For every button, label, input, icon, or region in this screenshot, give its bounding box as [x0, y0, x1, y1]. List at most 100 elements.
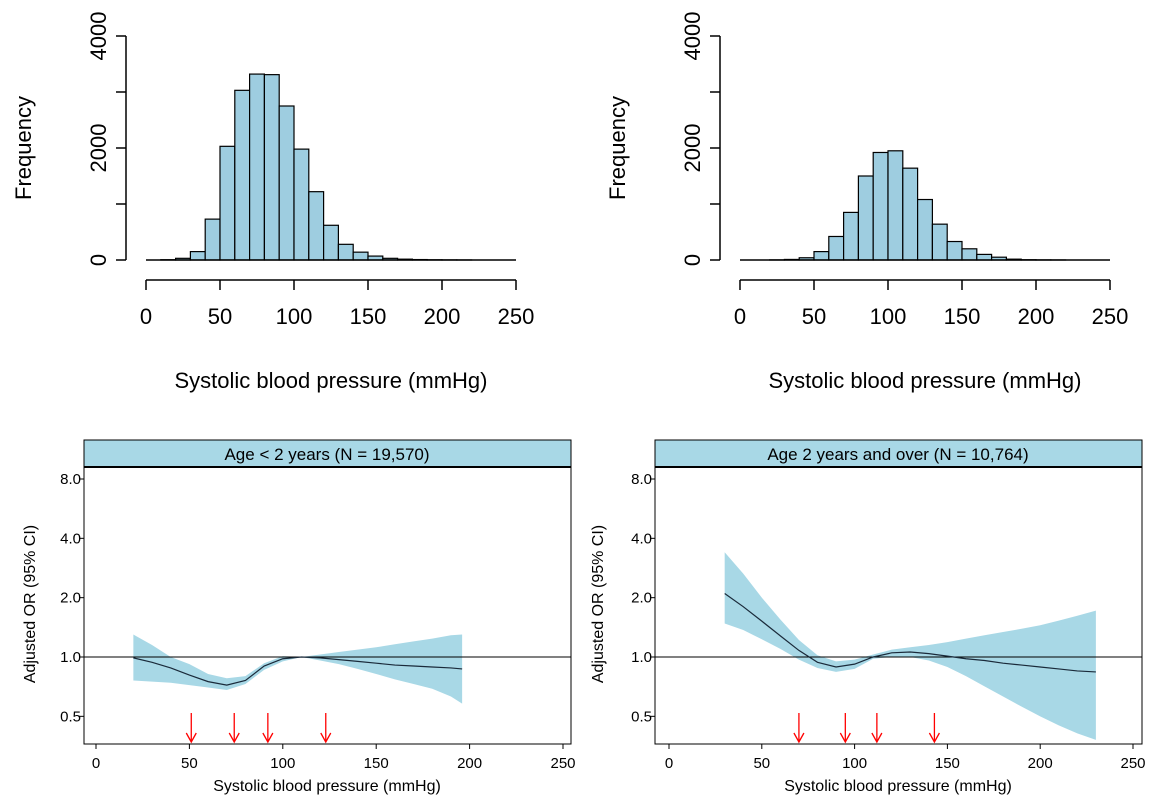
or-plot-2-ci-band — [724, 552, 1096, 740]
histogram-bar — [263, 74, 280, 261]
histogram-bar — [931, 223, 948, 261]
y-tick-label: 8.0 — [60, 471, 81, 488]
x-tick-label: 50 — [181, 755, 198, 772]
cutoff-arrow — [262, 713, 274, 744]
or-plot-1: Age < 2 years (N = 19,570) 0.5 1.0 2.0 4.0 8… — [22, 439, 576, 795]
x-tick-label: 250 — [1092, 304, 1129, 329]
cutoff-arrow — [228, 713, 240, 744]
x-tick-label: 150 — [944, 304, 981, 329]
histogram-2-y-label: Frequency — [605, 96, 630, 200]
x-tick-label: 200 — [424, 304, 461, 329]
y-tick-label: 0.5 — [631, 708, 652, 725]
or-plot-1-x-label: Systolic blood pressure (mmHg) — [213, 778, 441, 795]
x-tick-label: 100 — [870, 304, 907, 329]
x-tick-label: 100 — [270, 755, 295, 772]
histogram-2-x-label: Systolic blood pressure (mmHg) — [769, 368, 1082, 393]
histogram-bar — [323, 224, 340, 261]
histogram-1-x-label: Systolic blood pressure (mmHg) — [175, 368, 488, 393]
x-tick-label: 0 — [92, 755, 100, 772]
histogram-bar — [249, 73, 266, 261]
histogram-bar — [189, 251, 206, 261]
cutoff-arrow — [871, 713, 883, 744]
histogram-bar — [946, 240, 963, 261]
y-tick-label: 4000 — [86, 12, 111, 61]
histogram-bar — [219, 145, 236, 261]
cutoff-arrow — [793, 713, 805, 744]
histogram-1-y-ticks: 0 2000 4000 — [86, 12, 126, 266]
histogram-bar — [234, 89, 251, 261]
y-tick-label: 8.0 — [631, 471, 652, 488]
x-tick-label: 200 — [1018, 304, 1055, 329]
or-plot-1-title: Age < 2 years (N = 19,570) — [224, 445, 429, 464]
x-tick-label: 50 — [753, 755, 770, 772]
x-tick-label: 50 — [208, 304, 232, 329]
x-tick-label: 150 — [350, 304, 387, 329]
histogram-bar — [308, 191, 325, 261]
histogram-2-bars — [768, 150, 1067, 261]
x-tick-label: 250 — [550, 755, 575, 772]
y-tick-label: 4000 — [680, 12, 705, 61]
or-plot-2-x-ticks: 0 50 100 150 200 250 — [665, 744, 1146, 772]
x-tick-label: 50 — [802, 304, 826, 329]
histogram-1-y-label: Frequency — [11, 96, 36, 200]
x-tick-label: 150 — [364, 755, 389, 772]
cutoff-arrow — [839, 713, 851, 744]
x-tick-label: 250 — [1120, 755, 1145, 772]
or-plot-1-strip — [83, 439, 572, 468]
y-tick-label: 2.0 — [60, 590, 81, 607]
histogram-bar — [976, 253, 993, 261]
histogram-bar — [916, 198, 933, 261]
y-tick-label: 4.0 — [60, 530, 81, 547]
or-plot-2-frame — [654, 466, 1143, 745]
or-plot-1-ci-band — [133, 634, 463, 704]
y-tick-label: 0 — [86, 254, 111, 266]
histogram-bar — [902, 167, 919, 261]
x-tick-label: 150 — [935, 755, 960, 772]
or-estimate-series — [724, 593, 1096, 673]
histogram-1-bars — [160, 73, 473, 261]
or-plot-1-arrows — [185, 713, 332, 744]
histogram-1-x-ticks: 0 50 100 150 200 250 — [140, 280, 534, 329]
histogram-bar — [293, 148, 310, 261]
x-tick-label: 100 — [842, 755, 867, 772]
or-estimate-series — [133, 656, 463, 686]
y-tick-label: 2000 — [86, 124, 111, 173]
x-tick-label: 200 — [457, 755, 482, 772]
or-plot-2: Age 2 years and over (N = 10,764) 0.5 1.0… — [590, 439, 1146, 795]
histogram-bar — [842, 211, 859, 261]
or-plot-1-y-label: Adjusted OR (95% CI) — [22, 525, 39, 683]
histogram-bar — [337, 243, 354, 261]
or-plot-2-title: Age 2 years and over (N = 10,764) — [767, 445, 1028, 464]
y-tick-label: 2.0 — [631, 590, 652, 607]
histogram-bar — [887, 150, 904, 261]
y-tick-label: 0 — [680, 254, 705, 266]
x-tick-label: 0 — [734, 304, 746, 329]
histogram-2-y-ticks: 0 2000 4000 — [680, 12, 720, 266]
y-tick-label: 1.0 — [60, 649, 81, 666]
cutoff-arrow — [320, 713, 332, 744]
cutoff-arrow — [185, 713, 197, 744]
x-tick-label: 250 — [498, 304, 535, 329]
or-plot-1-y-ticks: 0.5 1.0 2.0 4.0 8.0 — [60, 471, 84, 725]
or-plot-2-strip — [654, 439, 1143, 468]
or-plot-1-x-ticks: 0 50 100 150 200 250 — [92, 744, 576, 772]
x-tick-label: 0 — [665, 755, 673, 772]
x-tick-label: 200 — [1028, 755, 1053, 772]
histogram-bar — [204, 218, 221, 261]
histogram-1: 0 2000 4000 0 50 100 150 200 250 Systolic blood… — [11, 12, 534, 393]
histogram-bar — [857, 175, 874, 261]
or-plot-2-y-ticks: 0.5 1.0 2.0 4.0 8.0 — [631, 471, 655, 725]
y-tick-label: 4.0 — [631, 530, 652, 547]
histogram-bar — [828, 235, 845, 261]
or-plot-2-arrows — [793, 713, 940, 744]
ci-band-area — [133, 634, 463, 704]
histogram-2-x-ticks: 0 50 100 150 200 250 — [734, 280, 1128, 329]
or-plot-1-frame — [83, 466, 572, 745]
ci-band-area — [724, 552, 1096, 740]
histogram-bar — [961, 248, 978, 261]
y-tick-label: 0.5 — [60, 708, 81, 725]
histogram-bar — [352, 251, 369, 261]
histogram-bar — [872, 151, 889, 261]
y-tick-label: 1.0 — [631, 649, 652, 666]
